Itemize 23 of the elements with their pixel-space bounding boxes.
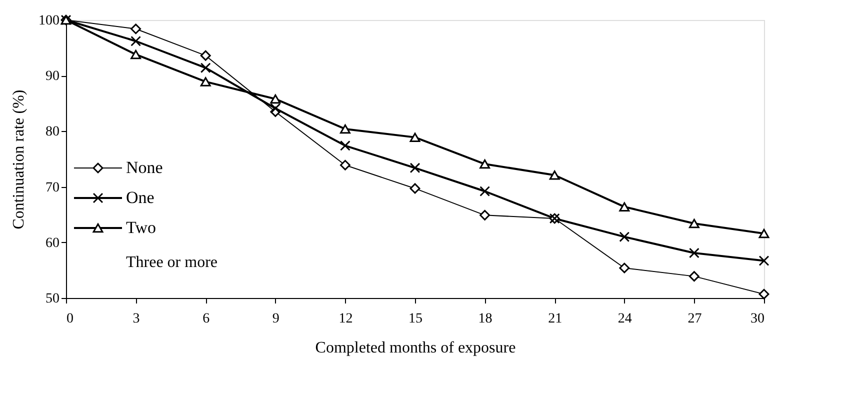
- y-tick-label: 100: [38, 14, 60, 28]
- y-axis-title: Continuation rate (%): [10, 90, 28, 230]
- y-tick-label: 60: [46, 236, 60, 251]
- legend-label: Two: [126, 218, 156, 237]
- x-tick-label: 3: [132, 312, 140, 326]
- x-tick-label: 30: [750, 312, 764, 326]
- legend-label: One: [126, 188, 154, 207]
- x-tick-label: 12: [338, 312, 353, 326]
- x-tick-label: 24: [618, 312, 632, 326]
- x-tick-label: 0: [66, 312, 74, 326]
- x-tick-label: 15: [408, 312, 422, 326]
- y-tick-label: 80: [46, 124, 60, 140]
- x-tick-label: 9: [272, 312, 280, 326]
- y-tick-label: 70: [46, 180, 60, 196]
- x-tick-label: 18: [478, 312, 492, 326]
- legend-label: None: [126, 158, 163, 177]
- x-tick-label: 27: [688, 312, 702, 326]
- x-tick-label: 21: [548, 312, 562, 326]
- x-tick-label: 6: [202, 312, 210, 326]
- x-axis-title: Completed months of exposure: [315, 340, 516, 356]
- annotation: Three or more: [126, 254, 218, 271]
- y-tick-label: 50: [46, 292, 60, 306]
- y-tick-label: 90: [46, 69, 60, 84]
